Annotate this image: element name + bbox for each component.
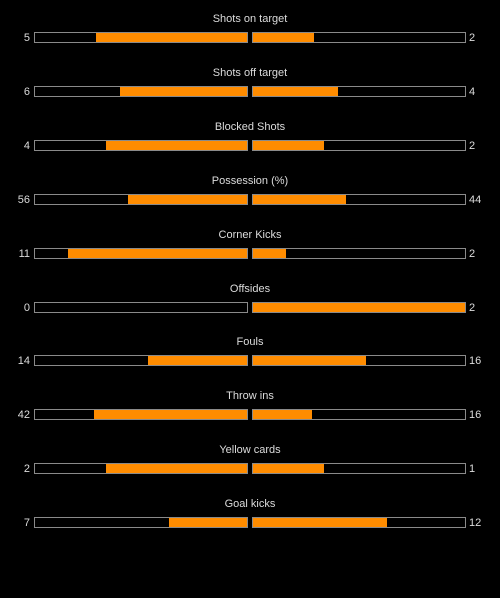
home-bar-fill xyxy=(106,464,247,473)
away-value: 4 xyxy=(469,86,476,98)
home-bar xyxy=(34,302,248,313)
away-bar-fill xyxy=(253,249,286,258)
home-bar xyxy=(34,194,248,205)
stat-label: Fouls xyxy=(236,336,264,348)
away-value: 16 xyxy=(469,355,482,367)
stat-label: Blocked Shots xyxy=(214,121,286,133)
home-value: 11 xyxy=(18,248,30,260)
away-value: 1 xyxy=(469,463,476,475)
stat-row: Offsides 0 2 xyxy=(0,282,500,322)
stat-label: Possession (%) xyxy=(211,175,289,187)
stat-row: Corner Kicks 11 2 xyxy=(0,228,500,268)
away-value: 16 xyxy=(469,409,482,421)
away-value: 12 xyxy=(469,517,482,529)
away-bar-fill xyxy=(253,195,346,204)
home-bar-fill xyxy=(148,356,247,365)
home-bar-fill xyxy=(68,249,247,258)
stat-label: Shots off target xyxy=(212,67,288,79)
away-bar-fill xyxy=(253,518,387,527)
home-value: 14 xyxy=(17,355,30,367)
home-value: 6 xyxy=(23,86,30,98)
home-bar xyxy=(34,409,248,420)
home-value: 7 xyxy=(23,517,30,529)
stat-row: Fouls 14 16 xyxy=(0,335,500,375)
away-bar-fill xyxy=(253,141,324,150)
stat-label: Throw ins xyxy=(226,390,274,402)
home-bar xyxy=(34,32,248,43)
away-value: 44 xyxy=(469,194,482,206)
stat-row: Goal kicks 7 12 xyxy=(0,497,500,537)
home-bar xyxy=(34,86,248,97)
away-value: 2 xyxy=(469,248,476,260)
away-bar xyxy=(252,302,466,313)
home-value: 4 xyxy=(23,140,30,152)
stat-row: Blocked Shots 4 2 xyxy=(0,120,500,160)
away-bar xyxy=(252,248,466,259)
stat-label: Yellow cards xyxy=(219,444,281,456)
away-bar-fill xyxy=(253,33,314,42)
home-bar xyxy=(34,355,248,366)
stat-row: Possession (%) 56 44 xyxy=(0,174,500,214)
home-value: 42 xyxy=(17,409,30,421)
stat-row: Shots on target 5 2 xyxy=(0,12,500,52)
home-bar-fill xyxy=(128,195,247,204)
away-value: 2 xyxy=(469,302,476,314)
home-bar-fill xyxy=(96,33,247,42)
away-bar-fill xyxy=(253,87,338,96)
stat-row: Shots off target 6 4 xyxy=(0,66,500,106)
home-bar xyxy=(34,140,248,151)
away-bar-fill xyxy=(253,303,465,312)
away-bar xyxy=(252,140,466,151)
home-bar-fill xyxy=(120,87,247,96)
stat-row: Throw ins 42 16 xyxy=(0,389,500,429)
home-bar-fill xyxy=(106,141,247,150)
home-value: 56 xyxy=(17,194,30,206)
away-bar xyxy=(252,409,466,420)
home-bar xyxy=(34,517,248,528)
stat-label: Shots on target xyxy=(212,13,288,25)
away-value: 2 xyxy=(469,140,476,152)
home-bar xyxy=(34,463,248,474)
home-bar-fill xyxy=(169,518,247,527)
home-bar-fill xyxy=(94,410,247,419)
home-bar xyxy=(34,248,248,259)
away-bar xyxy=(252,86,466,97)
away-value: 2 xyxy=(469,32,476,44)
away-bar-fill xyxy=(253,464,324,473)
away-bar xyxy=(252,517,466,528)
away-bar xyxy=(252,194,466,205)
stat-label: Offsides xyxy=(229,283,271,295)
stat-label: Corner Kicks xyxy=(218,229,282,241)
away-bar-fill xyxy=(253,410,312,419)
stat-row: Yellow cards 2 1 xyxy=(0,443,500,483)
away-bar xyxy=(252,355,466,366)
away-bar-fill xyxy=(253,356,366,365)
stat-label: Goal kicks xyxy=(224,498,276,510)
away-bar xyxy=(252,463,466,474)
away-bar xyxy=(252,32,466,43)
home-value: 2 xyxy=(23,463,30,475)
home-value: 5 xyxy=(23,32,30,44)
home-value: 0 xyxy=(23,302,30,314)
